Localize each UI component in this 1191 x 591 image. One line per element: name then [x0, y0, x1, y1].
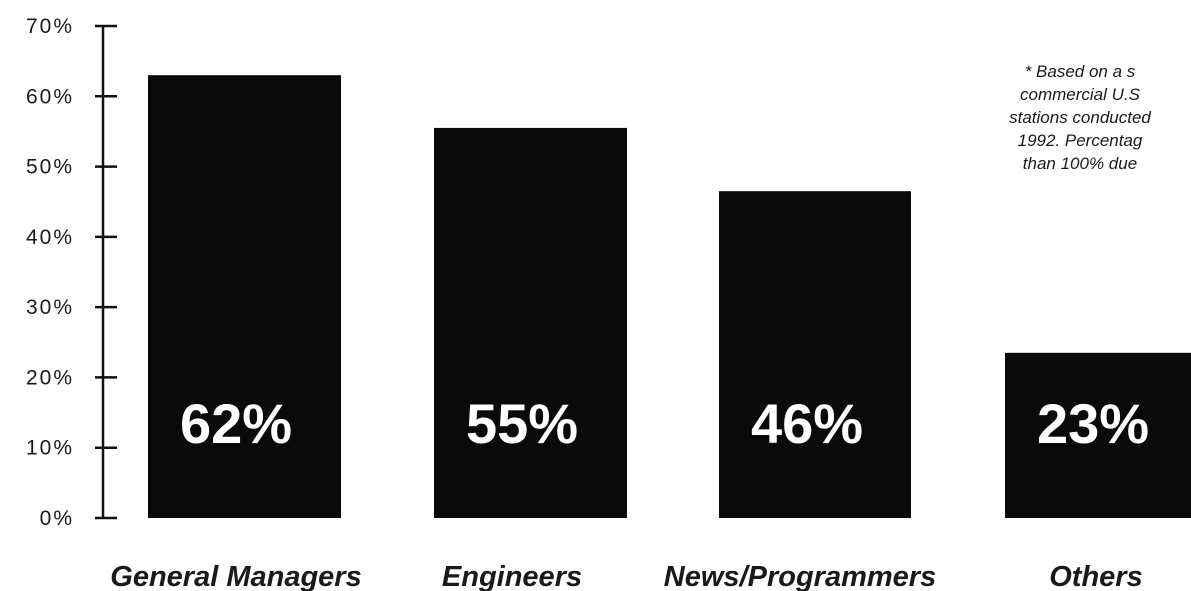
footnote-line: stations conducted	[1009, 108, 1151, 127]
y-tick-label: 20%	[26, 366, 74, 389]
category-label: General Managers	[110, 561, 361, 591]
category-labels: General Managers Engineers News/Programmer…	[110, 561, 1142, 591]
bar	[1005, 352, 1191, 518]
y-tick-label: 60%	[26, 85, 74, 108]
bar-value-label: 46%	[751, 392, 863, 455]
y-tick-label: 10%	[26, 437, 74, 460]
bar-value-label: 55%	[466, 392, 578, 455]
bars: 62% 55% 46% 23%	[148, 75, 1191, 519]
bar-value-label: 23%	[1037, 392, 1149, 455]
footnote-line: than 100% due	[1022, 154, 1138, 173]
y-tick-label: 30%	[26, 296, 74, 319]
category-label: News/Programmers	[664, 561, 936, 591]
bar	[434, 127, 627, 519]
category-label: Others	[1049, 561, 1142, 591]
y-axis: 0% 10% 20% 30% 40% 50% 60% 70%	[26, 15, 117, 530]
footnote-line: 1992. Percentag	[1017, 131, 1143, 150]
bar	[148, 75, 341, 518]
footnote-line: * Based on a s	[1024, 62, 1136, 81]
y-tick-label: 40%	[26, 226, 74, 249]
y-tick-label: 50%	[26, 156, 74, 179]
y-tick-label: 0%	[40, 507, 74, 530]
footnote-line: commercial U.S	[1020, 85, 1140, 104]
y-tick-label: 70%	[26, 15, 74, 38]
footnote: * Based on a s commercial U.S stations c…	[955, 60, 1191, 175]
category-label: Engineers	[442, 561, 582, 591]
bar-value-label: 62%	[180, 392, 292, 455]
bar	[719, 191, 911, 518]
